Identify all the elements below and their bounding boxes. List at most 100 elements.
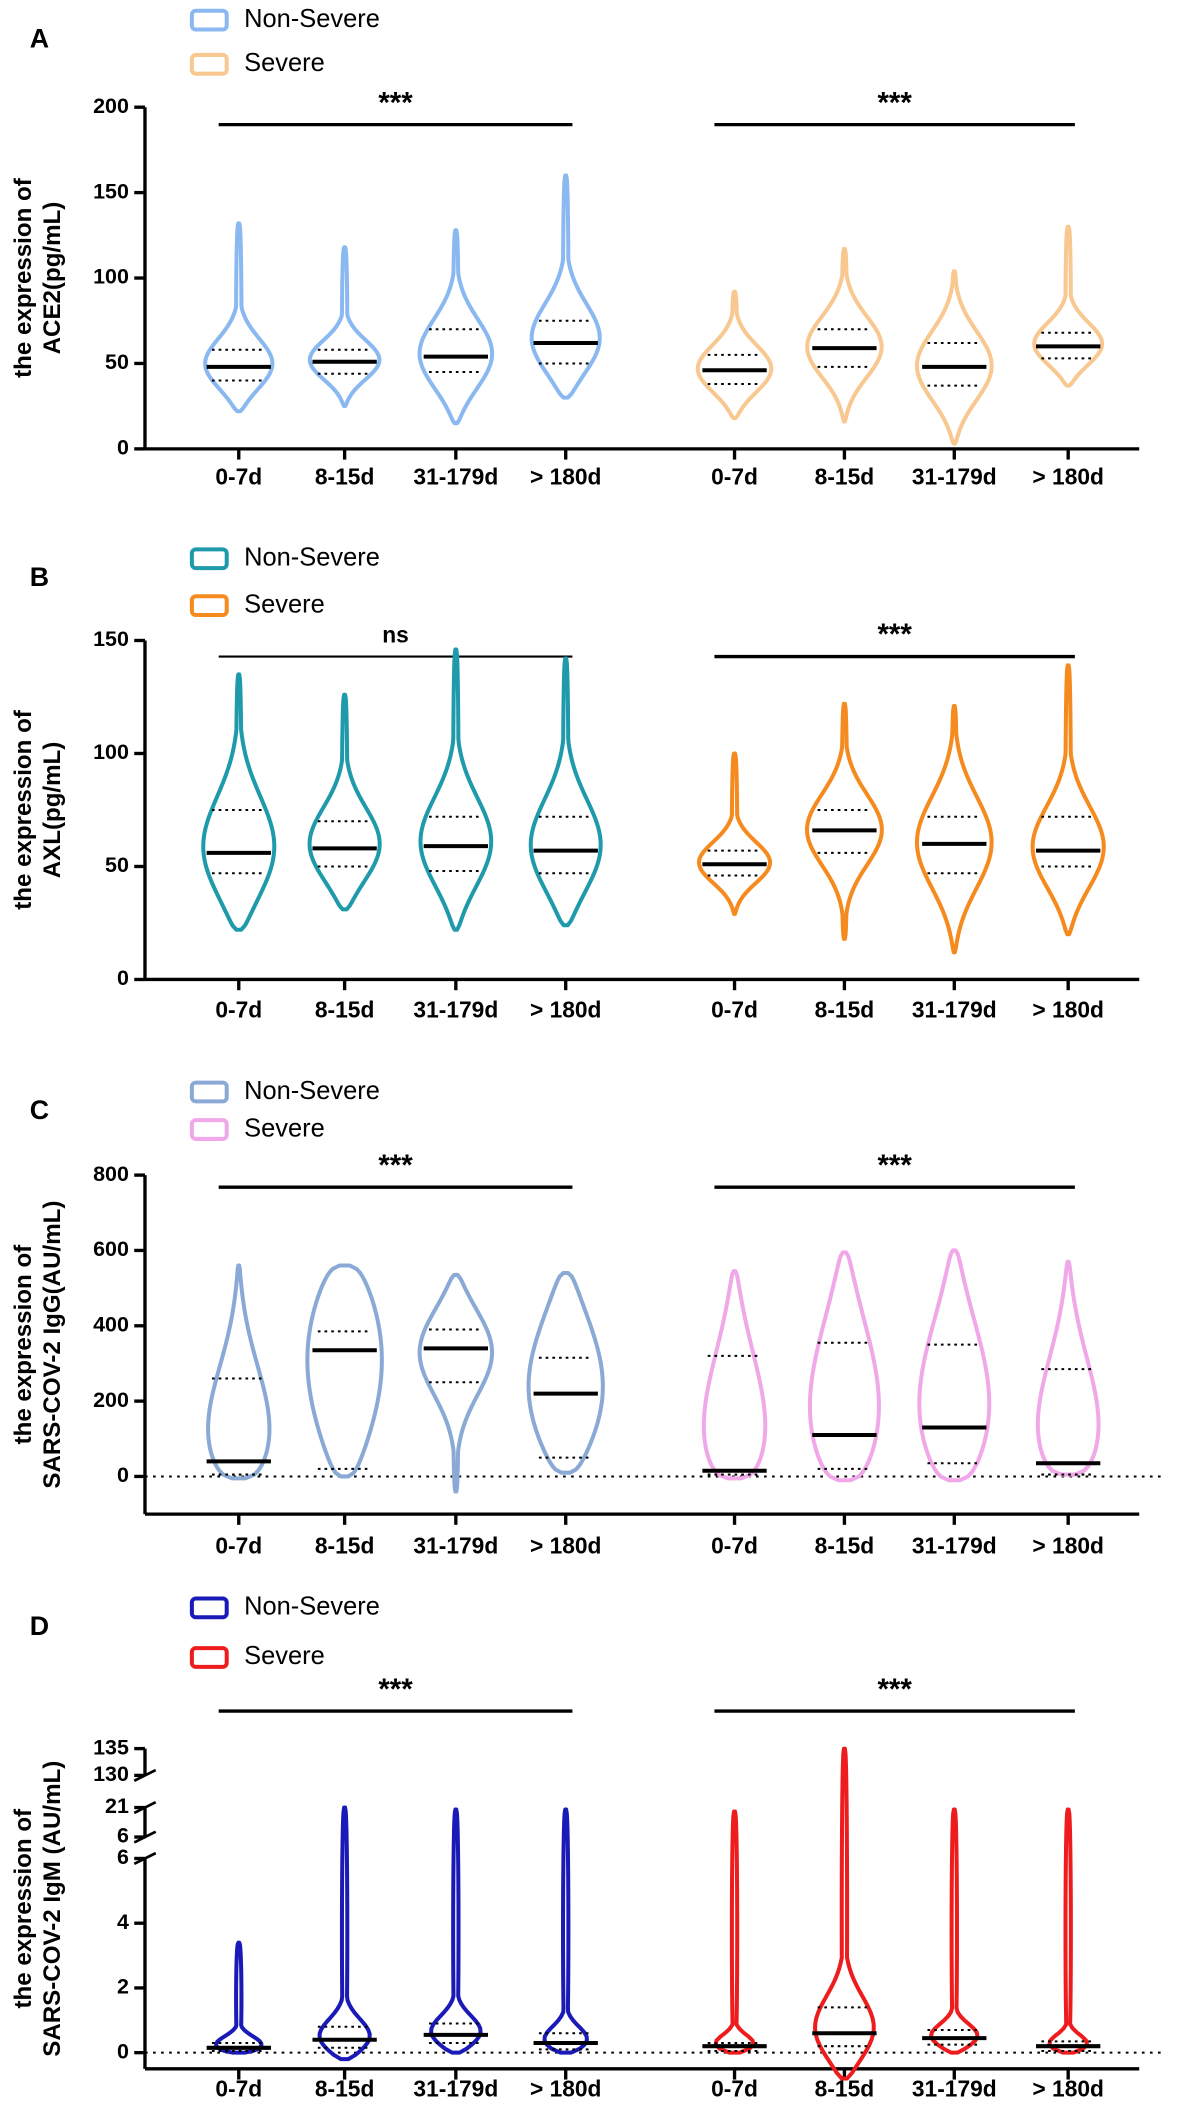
x-tick-label: 0-7d [215,997,262,1023]
x-tick-label: > 180d [530,997,602,1023]
x-tick-label: 0-7d [711,463,758,489]
violin [201,672,277,932]
y-axis-label: SARS-COV-2 IgM (AU/mL) [39,1761,66,2057]
y-tick-label: 200 [93,94,129,118]
violin [528,656,603,928]
x-tick-label: 0-7d [215,2075,262,2101]
legend-swatch [189,8,229,32]
significance-label: ns [382,621,409,647]
y-tick-label: 6 [117,1845,129,1869]
violin [929,1807,980,2055]
x-tick-label: 0-7d [215,1533,262,1559]
significance-label: *** [378,1149,413,1182]
x-tick-label: 8-15d [815,1533,874,1559]
y-tick-label: 21 [105,1794,129,1818]
x-tick-label: > 180d [530,463,602,489]
violin [805,246,884,424]
violin [713,1809,756,2055]
violin [1032,224,1105,388]
violin [701,1269,768,1481]
legend-swatch [189,1646,229,1669]
y-tick-label: 200 [93,1388,129,1412]
legend-label: Severe [244,590,325,618]
significance-label: *** [877,1149,912,1182]
violin [696,751,773,916]
x-tick-label: 31-179d [413,463,498,489]
violin [1035,1259,1101,1477]
x-tick-label: 31-179d [912,997,997,1023]
legend-swatch [189,1596,229,1620]
violin [1047,1807,1089,2055]
x-tick-label: 8-15d [315,2075,374,2101]
y-axis-label: ACE2(pg/mL) [39,202,66,355]
significance-label: *** [877,1673,912,1706]
legend-label: Non-Severe [244,5,380,33]
y-tick-label: 800 [93,1162,129,1186]
violin [429,1807,483,2055]
x-tick-label: 0-7d [711,997,758,1023]
violin [813,1746,876,2081]
panel-label: C [30,1095,49,1125]
y-tick-label: 0 [117,436,129,460]
violin [526,1271,605,1475]
violin [417,228,495,426]
legend-swatch [189,52,229,76]
y-tick-label: 600 [93,1237,129,1261]
violin [804,701,884,941]
x-tick-label: 8-15d [815,997,874,1023]
violin [307,692,382,912]
legend-label: Severe [244,1642,325,1670]
x-tick-label: 31-179d [413,997,498,1023]
y-tick-label: 6 [117,1824,129,1848]
significance-label: *** [378,1673,413,1706]
y-axis-label: the expression of [10,1244,37,1445]
y-tick-label: 135 [93,1735,129,1759]
x-tick-label: 31-179d [912,1533,997,1559]
legend-swatch [189,594,229,618]
violin [305,1263,384,1479]
y-tick-label: 130 [93,1762,129,1786]
legend-swatch [189,547,229,571]
panel-label: A [30,23,49,53]
y-tick-label: 0 [117,1463,129,1487]
x-tick-label: 8-15d [315,463,374,489]
significance-label: *** [877,618,912,651]
violin [417,1272,495,1494]
legend-label: Non-Severe [244,1077,380,1105]
y-tick-label: 100 [93,740,129,764]
y-tick-label: 150 [93,179,129,203]
panel-label: D [30,1611,49,1641]
violin [914,704,994,955]
violin [807,1250,881,1483]
violin [1030,663,1106,937]
violin [695,289,774,421]
y-tick-label: 4 [117,1910,129,1934]
x-tick-label: 31-179d [912,2075,997,2101]
y-axis-label: the expression of [10,709,37,910]
violin [529,173,602,400]
y-axis-label: SARS-COV-2 IgG(AU/mL) [39,1201,66,1489]
y-tick-label: 150 [93,627,129,651]
x-tick-label: 31-179d [413,1533,498,1559]
x-tick-label: 8-15d [815,463,874,489]
legend-label: Non-Severe [244,543,380,571]
y-tick-label: 400 [93,1312,129,1336]
violin [418,647,494,932]
x-tick-label: > 180d [1032,2075,1104,2101]
x-tick-label: > 180d [1032,1533,1104,1559]
y-axis-label: AXL(pg/mL) [39,742,66,879]
violin [307,245,382,409]
x-tick-label: 0-7d [711,1533,758,1559]
violin [206,1263,272,1481]
violin [317,1805,372,2062]
x-tick-label: 31-179d [912,463,997,489]
violin [203,221,275,414]
y-axis-label: the expression of [10,1808,37,2009]
panel-label: B [30,562,49,592]
y-tick-label: 0 [117,966,129,990]
y-tick-label: 50 [105,350,129,374]
x-tick-label: 8-15d [315,1533,374,1559]
y-tick-label: 0 [117,2039,129,2063]
x-tick-label: 31-179d [413,2075,498,2101]
